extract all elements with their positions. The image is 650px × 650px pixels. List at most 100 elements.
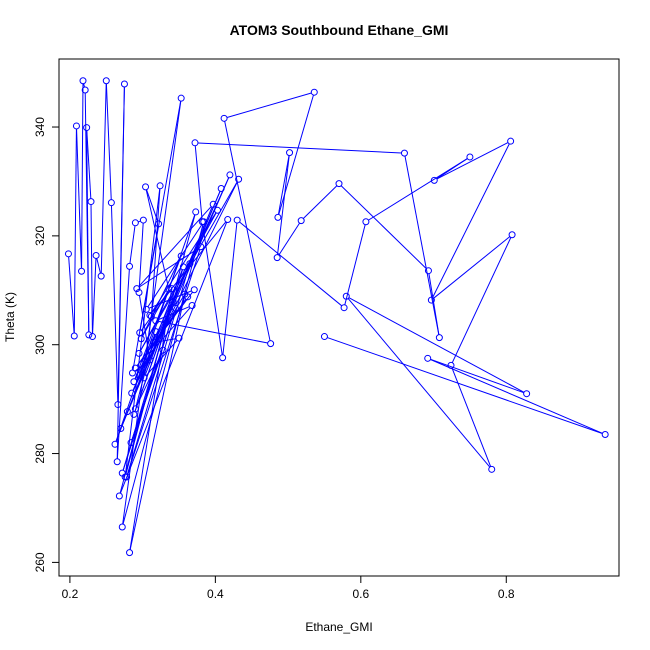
series-segment bbox=[140, 363, 145, 373]
data-point bbox=[274, 213, 282, 221]
series-segment bbox=[138, 223, 144, 290]
series-segment bbox=[202, 224, 223, 355]
series-segment bbox=[436, 142, 509, 180]
series-segment bbox=[368, 158, 468, 221]
data-point bbox=[169, 298, 177, 306]
x-tick-label: 0.6 bbox=[352, 587, 369, 601]
data-point bbox=[147, 312, 155, 320]
y-axis-label: Theta (K) bbox=[3, 292, 17, 342]
series-segment bbox=[151, 188, 161, 314]
data-point bbox=[120, 80, 128, 88]
data-point bbox=[430, 176, 438, 184]
data-point bbox=[115, 492, 123, 500]
data-point bbox=[78, 267, 86, 275]
series-segment bbox=[136, 352, 163, 407]
data-point bbox=[340, 304, 348, 312]
y-tick-label: 280 bbox=[33, 443, 47, 463]
series-segment bbox=[146, 189, 159, 222]
series-segment bbox=[340, 185, 427, 269]
data-point bbox=[362, 218, 370, 226]
data-point bbox=[135, 349, 143, 357]
data-point bbox=[131, 219, 139, 227]
series-segment bbox=[129, 296, 185, 550]
data-point bbox=[128, 389, 136, 397]
data-point bbox=[152, 317, 160, 325]
series-segment bbox=[277, 155, 290, 215]
data-point bbox=[135, 288, 143, 296]
data-point bbox=[427, 296, 435, 304]
data-point bbox=[130, 410, 138, 418]
data-point bbox=[320, 333, 328, 341]
series-segment bbox=[131, 352, 163, 440]
data-point bbox=[143, 353, 151, 361]
data-point bbox=[286, 149, 294, 157]
data-point bbox=[177, 252, 185, 260]
data-point bbox=[209, 200, 217, 208]
data-point bbox=[130, 378, 138, 386]
series-segment bbox=[151, 221, 227, 314]
data-point bbox=[117, 425, 125, 433]
data-point bbox=[165, 285, 173, 293]
data-point bbox=[114, 401, 122, 409]
series-segment bbox=[92, 258, 97, 334]
data-point bbox=[136, 329, 144, 337]
data-point bbox=[150, 339, 158, 347]
y-tick-label: 300 bbox=[33, 334, 47, 354]
data-point bbox=[175, 334, 183, 342]
data-point bbox=[400, 149, 408, 157]
series-segment bbox=[145, 340, 178, 376]
data-point bbox=[142, 357, 150, 365]
series-segment bbox=[76, 128, 82, 269]
data-point bbox=[123, 408, 131, 416]
data-point bbox=[127, 439, 135, 447]
data-point bbox=[140, 374, 148, 382]
y-tick-label: 320 bbox=[33, 226, 47, 246]
series-segment bbox=[141, 290, 171, 331]
series-segment bbox=[90, 204, 93, 334]
data-point bbox=[191, 139, 199, 147]
data-point bbox=[198, 218, 206, 226]
data-point bbox=[601, 431, 609, 439]
series-segment bbox=[151, 212, 217, 314]
series-segment bbox=[86, 130, 90, 332]
series-segment bbox=[430, 358, 524, 394]
data-point bbox=[179, 263, 187, 271]
series-segment bbox=[404, 156, 440, 335]
data-point bbox=[424, 354, 432, 362]
series-segment bbox=[138, 206, 212, 287]
series-segment bbox=[226, 92, 312, 118]
data-point bbox=[488, 465, 496, 473]
x-axis-label: Ethane_GMI bbox=[305, 620, 372, 634]
data-point bbox=[159, 346, 167, 354]
data-point bbox=[88, 333, 96, 341]
data-point bbox=[171, 304, 179, 312]
data-point bbox=[107, 199, 115, 207]
series-segment bbox=[140, 212, 217, 352]
series-segment bbox=[116, 269, 130, 459]
series-segment bbox=[278, 222, 300, 256]
data-point bbox=[70, 332, 78, 340]
x-tick-label: 0.2 bbox=[62, 587, 79, 601]
series-segment bbox=[148, 307, 191, 355]
data-point bbox=[267, 340, 275, 348]
series-segment bbox=[436, 158, 468, 180]
data-point bbox=[235, 175, 243, 183]
data-point bbox=[273, 254, 281, 262]
series-segment bbox=[129, 225, 136, 264]
data-point bbox=[508, 231, 516, 239]
data-point bbox=[155, 220, 163, 228]
series-segment bbox=[239, 221, 343, 307]
data-point bbox=[523, 390, 531, 398]
series-segment bbox=[451, 237, 512, 363]
data-point bbox=[162, 319, 170, 327]
data-point bbox=[81, 86, 89, 94]
series-segment bbox=[194, 145, 203, 219]
series-segment bbox=[432, 143, 510, 298]
axes: 0.2 0.4 0.6 0.8 260 280 300 320 340 bbox=[33, 117, 515, 601]
chart-title: ATOM3 Southbound Ethane_GMI bbox=[230, 22, 449, 38]
series-segment bbox=[83, 83, 85, 88]
series-segment bbox=[451, 368, 492, 467]
data-point bbox=[466, 153, 474, 161]
series-segment bbox=[81, 83, 84, 269]
series-segment bbox=[139, 101, 182, 330]
